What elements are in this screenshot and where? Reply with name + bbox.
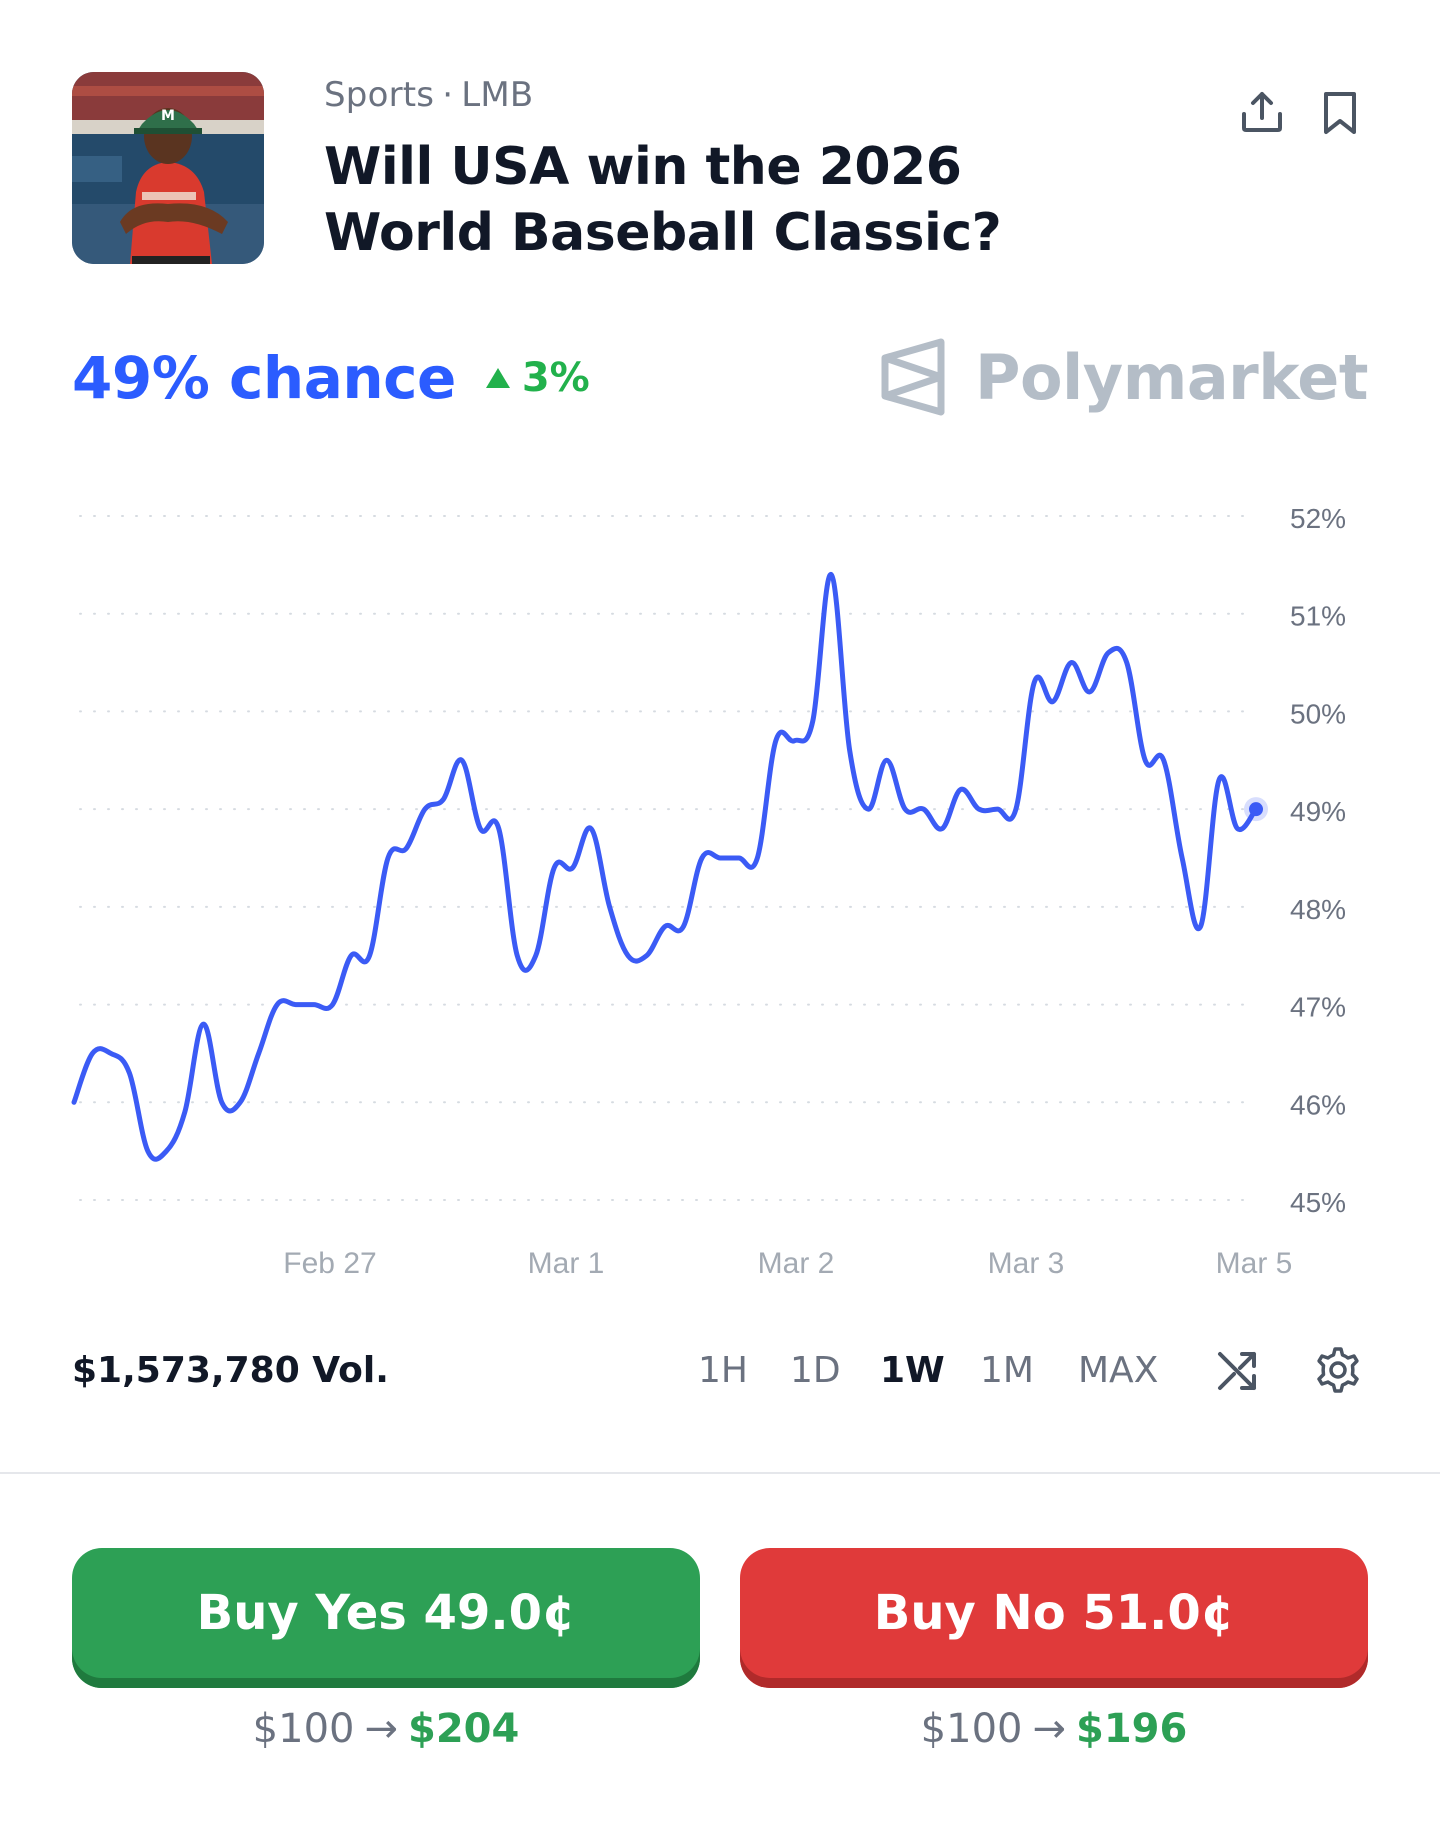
no-payout: $100 → $196 (740, 1706, 1368, 1752)
svg-text:M: M (161, 108, 175, 124)
yes-return: $204 (407, 1706, 520, 1752)
chance-summary: 49% chance 3% (72, 338, 590, 418)
breadcrumb-category[interactable]: Sports (324, 75, 435, 115)
breadcrumb-subcategory[interactable]: LMB (461, 75, 534, 115)
chart-y-tick-label: 46% (1290, 1089, 1346, 1120)
chart-y-tick-label: 50% (1290, 698, 1346, 729)
breadcrumb: Sports · LMB (324, 75, 533, 115)
buy-no-button[interactable]: Buy No 51.0¢ (740, 1548, 1368, 1688)
market-thumbnail[interactable]: M (72, 72, 264, 264)
no-return: $196 (1075, 1706, 1188, 1752)
range-max-button[interactable]: MAX (1078, 1350, 1159, 1391)
volume-label: $1,573,780 Vol. (72, 1350, 389, 1391)
brand: Polymarket (879, 332, 1368, 422)
shuffle-icon (1218, 1352, 1256, 1390)
chart-y-tick-label: 49% (1290, 796, 1346, 827)
change-badge: 3% (485, 355, 590, 401)
yes-stake: $100 (252, 1706, 355, 1752)
price-history-chart: 52% 51% 50% 49% 48% 47% 46% 45% Feb 27 Mar 1 Mar … (71, 503, 1346, 1280)
yes-payout: $100 → $204 (72, 1706, 700, 1752)
chart-x-tick-label: Mar 3 (988, 1247, 1065, 1280)
chance-value: 49% chance (72, 344, 456, 412)
bookmark-button[interactable] (1310, 82, 1370, 142)
chart-y-tick-label: 52% (1290, 503, 1346, 534)
polymarket-logo-icon (881, 338, 945, 416)
settings-button[interactable] (1308, 1340, 1368, 1400)
up-triangle-icon (485, 368, 510, 388)
section-divider (0, 1472, 1440, 1474)
share-icon (1242, 92, 1282, 132)
chart-x-tick-label: Mar 2 (758, 1247, 835, 1280)
arrow-right-icon: → (1032, 1706, 1066, 1752)
buy-yes-button[interactable]: Buy Yes 49.0¢ (72, 1548, 700, 1688)
chart-x-tick-label: Feb 27 (283, 1247, 376, 1280)
chart-x-tick-label: Mar 1 (528, 1247, 605, 1280)
chart-y-tick-label: 48% (1290, 894, 1346, 925)
no-stake: $100 (920, 1706, 1023, 1752)
chart-series-line (71, 572, 1259, 1162)
range-1h-button[interactable]: 1H (698, 1350, 748, 1391)
chart-x-tick-label: Mar 5 (1216, 1247, 1293, 1280)
baseball-player-photo: M (72, 72, 264, 264)
chart-end-point[interactable] (1249, 802, 1263, 817)
chart-y-tick-label: 47% (1290, 992, 1346, 1023)
shuffle-button[interactable] (1208, 1340, 1268, 1400)
chart-y-tick-label: 45% (1290, 1187, 1346, 1218)
chart-y-tick-label: 51% (1290, 601, 1346, 632)
market-title: Will USA win the 2026 World Baseball Cla… (324, 137, 1002, 263)
range-1d-button[interactable]: 1D (790, 1350, 841, 1391)
chart-controls: $1,573,780 Vol. 1H 1D 1W 1M MAX (72, 1340, 1368, 1410)
range-1w-button[interactable]: 1W (880, 1350, 945, 1391)
range-1m-button[interactable]: 1M (980, 1350, 1034, 1391)
arrow-right-icon: → (364, 1706, 398, 1752)
bookmark-icon (1324, 92, 1356, 134)
breadcrumb-separator: · (442, 75, 454, 115)
change-value: 3% (521, 355, 590, 401)
share-button[interactable] (1232, 82, 1292, 142)
market-header: M Sports · LMB Will USA win the 2026 World… (72, 72, 1368, 264)
brand-name: Polymarket (975, 340, 1368, 414)
gear-icon (1317, 1347, 1359, 1393)
